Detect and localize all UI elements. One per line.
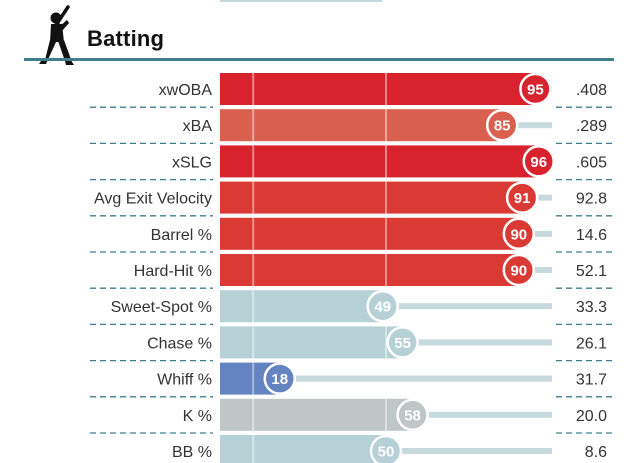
percentile-track: [412, 411, 552, 418]
percentile-bubble: [502, 217, 536, 251]
percentile-label: 49: [374, 299, 391, 316]
percentile-bar: [220, 109, 503, 142]
percentile-bubble: [519, 72, 552, 106]
metric-label: Barrel %: [151, 227, 212, 244]
percentile-bar: [220, 290, 383, 323]
percentile-bubble: [396, 398, 429, 432]
percentile-track: [518, 267, 552, 273]
percentile-label: 96: [530, 154, 547, 171]
percentile-bubble: [386, 326, 419, 359]
metric-label: Sweet-Spot %: [111, 299, 212, 316]
percentile-bar: [220, 181, 523, 214]
metric-value: 92.8: [576, 191, 607, 208]
percentile-bar: [220, 145, 539, 178]
metric-value: 20.0: [576, 408, 607, 425]
section-header: Batting: [24, 0, 614, 65]
percentile-bubble: [502, 253, 536, 287]
percentile-bar: [220, 326, 403, 359]
metric-label: xBA: [183, 118, 213, 135]
percentile-bubble: [505, 181, 539, 214]
percentile-label: 90: [510, 263, 527, 280]
section-title: Batting: [87, 26, 165, 51]
metric-value: 8.6: [585, 444, 607, 461]
metric-label: Chase %: [147, 335, 212, 352]
percentile-label: 18: [271, 371, 288, 388]
percentile-bubble: [366, 289, 399, 323]
percentile-label: 58: [404, 407, 421, 424]
metric-value: 14.6: [576, 227, 607, 244]
percentile-label: 50: [378, 444, 395, 461]
percentile-track: [402, 339, 552, 346]
percentile-label: 95: [527, 82, 544, 99]
percentile-bubble: [485, 108, 519, 142]
metric-label: Hard-Hit %: [134, 263, 212, 280]
batter-silhouette-icon: [39, 5, 74, 65]
percentile-track: [279, 375, 552, 382]
top-divider-stub: [220, 0, 382, 2]
metric-value: 33.3: [576, 299, 607, 316]
metric-value: .408: [576, 82, 607, 99]
percentile-bar: [220, 435, 386, 463]
metric-value: 26.1: [576, 335, 607, 352]
metric-label: Avg Exit Velocity: [94, 191, 212, 208]
metric-label: Whiff %: [157, 372, 212, 389]
percentile-label: 91: [514, 190, 531, 207]
percentile-bar: [220, 398, 413, 431]
percentile-track: [518, 230, 552, 237]
percentile-label: 55: [394, 335, 411, 352]
metric-label: K %: [183, 408, 212, 425]
header-underline: [24, 58, 614, 61]
percentile-bubble: [522, 145, 555, 178]
percentile-bar: [220, 73, 536, 105]
metric-value: 31.7: [576, 372, 607, 389]
metric-label: BB %: [172, 444, 212, 461]
percentile-track: [502, 122, 552, 129]
percentile-bubble: [263, 362, 297, 395]
percentile-label: 85: [494, 118, 511, 135]
percentile-bubble: [369, 434, 403, 463]
percentile-track: [382, 303, 552, 310]
percentile-bar: [220, 254, 519, 286]
percentile-label: 90: [510, 226, 527, 243]
percentile-bar: [220, 217, 519, 250]
metric-label: xwOBA: [159, 82, 213, 99]
metric-value: .605: [576, 154, 607, 171]
percentile-track: [386, 448, 552, 454]
metric-value: 52.1: [576, 263, 607, 280]
metric-value: .289: [576, 118, 607, 135]
metric-label: xSLG: [172, 154, 212, 171]
